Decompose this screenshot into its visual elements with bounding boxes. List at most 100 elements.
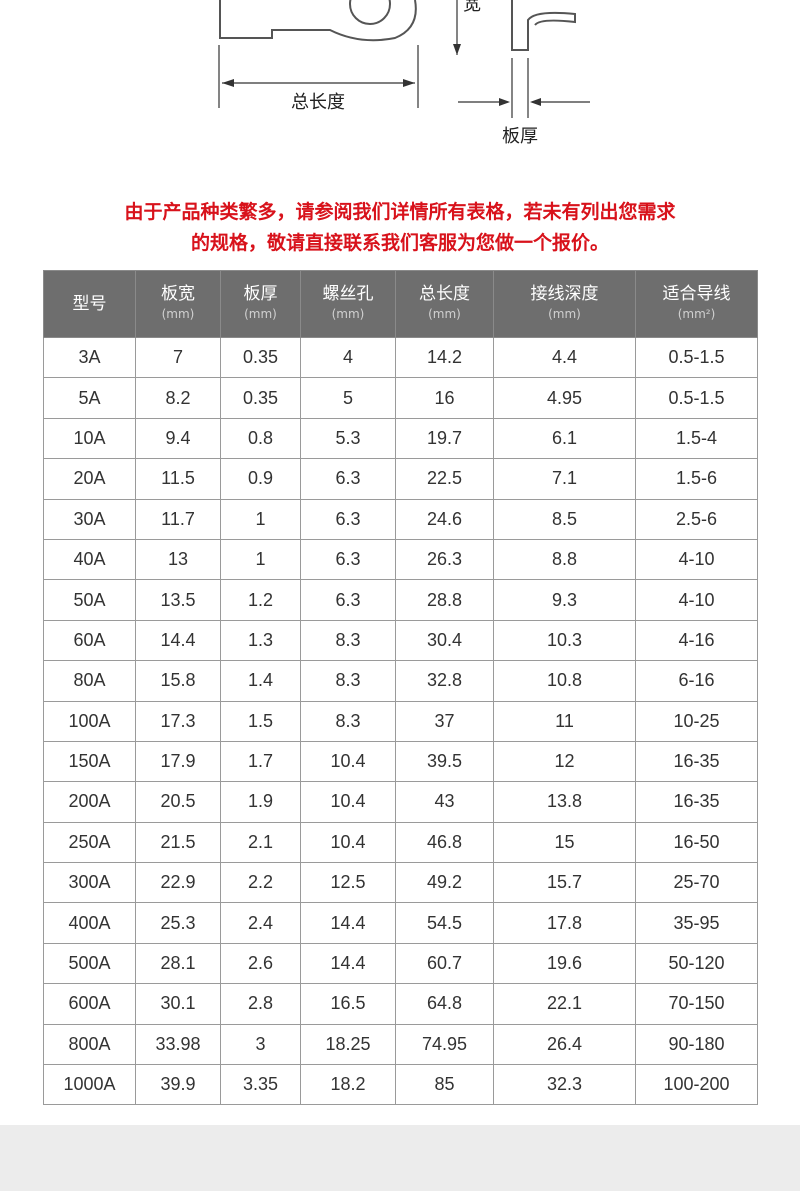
table-cell: 100-200 [635, 1064, 758, 1106]
table-cell: 11.5 [135, 458, 221, 500]
table-cell: 150A [43, 740, 136, 783]
table-cell: 6-16 [635, 660, 758, 702]
table-cell: 10.4 [300, 740, 396, 783]
table-cell: 12.5 [300, 862, 396, 904]
column-name: 螺丝孔 [322, 284, 374, 304]
table-cell: 21.5 [135, 821, 221, 864]
table-cell: 1.5-4 [635, 417, 758, 460]
table-cell: 16-35 [635, 740, 758, 783]
column-unit: (mm) [428, 307, 461, 321]
notice-line: 的规格，敬请直接联系我们客服为您做一个报价。 [190, 232, 609, 254]
table-cell: 8.8 [493, 538, 636, 581]
table-cell: 25.3 [135, 902, 221, 944]
table-cell: 8.2 [135, 377, 221, 419]
table-cell: 4-10 [635, 538, 758, 581]
column-name: 接线深度 [530, 284, 599, 304]
table-row: 200A 20.5 1.9 10.4 43 13.8 16-35 [43, 781, 758, 823]
table-cell: 0.8 [220, 417, 301, 460]
table-cell: 400A [43, 902, 136, 944]
column-name: 适合导线 [662, 284, 731, 304]
table-cell: 2.2 [220, 862, 301, 904]
terminal-diagram: 宽 总长度 板厚 [218, 0, 590, 147]
table-cell: 30.4 [395, 619, 494, 662]
table-cell: 500A [43, 942, 136, 985]
table-cell: 1.5 [220, 700, 301, 742]
dimension-lines [218, 0, 590, 118]
table-cell: 4.4 [493, 336, 636, 379]
table-cell: 64.8 [395, 983, 494, 1025]
table-row: 20A 11.5 0.9 6.3 22.5 7.1 1.5-6 [43, 458, 758, 500]
table-cell: 16 [395, 377, 494, 419]
table-row: 5A 8.2 0.35 5 16 4.95 0.5-1.5 [43, 377, 758, 419]
table-cell: 1 [220, 538, 301, 581]
footer-band [0, 1125, 800, 1191]
table-cell: 600A [43, 983, 136, 1025]
table-cell: 10.4 [300, 781, 396, 823]
table-cell: 50-120 [635, 942, 758, 985]
lug-drawing [219, 0, 576, 51]
table-cell: 22.5 [395, 458, 494, 500]
table-cell: 1.3 [220, 619, 301, 662]
table-cell: 6.3 [300, 498, 396, 540]
column-unit: (mm²) [677, 307, 716, 321]
table-row: 40A 13 1 6.3 26.3 8.8 4-10 [43, 538, 758, 581]
table-cell: 4.95 [493, 377, 636, 419]
table-cell: 8.5 [493, 498, 636, 540]
table-cell: 40A [43, 538, 136, 581]
table-row: 1000A 39.9 3.35 18.2 85 32.3 100-200 [43, 1064, 758, 1106]
table-cell: 2.1 [220, 821, 301, 864]
table-cell: 7.1 [493, 458, 636, 500]
header-row: 型号 板宽 (mm) 板厚 (mm) 螺丝孔 (mm) 总长度 (mm) 接线深度 (mm) 适合导线… [43, 270, 758, 338]
table-cell: 60.7 [395, 942, 494, 985]
table-cell: 43 [395, 781, 494, 823]
table-row: 600A 30.1 2.8 16.5 64.8 22.1 70-150 [43, 983, 758, 1025]
column-header: 板厚 (mm) [220, 270, 301, 338]
table-cell: 6.3 [300, 538, 396, 581]
table-cell: 39.5 [395, 740, 494, 783]
table-cell: 10.4 [300, 821, 396, 864]
table-cell: 60A [43, 619, 136, 662]
table-cell: 70-150 [635, 983, 758, 1025]
table-cell: 26.4 [493, 1023, 636, 1066]
column-header: 螺丝孔 (mm) [300, 270, 396, 338]
table-cell: 19.7 [395, 417, 494, 460]
table-cell: 17.3 [135, 700, 221, 742]
table-row: 50A 13.5 1.2 6.3 28.8 9.3 4-10 [43, 579, 758, 621]
table-cell: 17.9 [135, 740, 221, 783]
table-row: 400A 25.3 2.4 14.4 54.5 17.8 35-95 [43, 902, 758, 944]
column-header: 适合导线 (mm²) [635, 270, 758, 338]
table-row: 30A 11.7 1 6.3 24.6 8.5 2.5-6 [43, 498, 758, 540]
table-cell: 0.5-1.5 [635, 336, 758, 379]
table-cell: 14.2 [395, 336, 494, 379]
table-cell: 18.25 [300, 1023, 396, 1066]
table-cell: 80A [43, 660, 136, 702]
table-row: 3A 7 0.35 4 14.2 4.4 0.5-1.5 [43, 336, 758, 379]
table-row: 10A 9.4 0.8 5.3 19.7 6.1 1.5-4 [43, 417, 758, 460]
table-cell: 5.3 [300, 417, 396, 460]
table-cell: 25-70 [635, 862, 758, 904]
table-cell: 7 [135, 336, 221, 379]
table-cell: 24.6 [395, 498, 494, 540]
length-label: 总长度 [291, 92, 345, 113]
table-cell: 1 [220, 498, 301, 540]
table-cell: 1.4 [220, 660, 301, 702]
table-cell: 10.3 [493, 619, 636, 662]
table-cell: 800A [43, 1023, 136, 1066]
table-cell: 300A [43, 862, 136, 904]
table-cell: 39.9 [135, 1064, 221, 1106]
table-row: 300A 22.9 2.2 12.5 49.2 15.7 25-70 [43, 862, 758, 904]
column-name: 板宽 [161, 284, 195, 304]
table-row: 250A 21.5 2.1 10.4 46.8 15 16-50 [43, 821, 758, 864]
table-cell: 13.8 [493, 781, 636, 823]
table-cell: 90-180 [635, 1023, 758, 1066]
table-cell: 5A [43, 377, 136, 419]
notice-line: 由于产品种类繁多，请参阅我们详情所有表格，若未有列出您需求 [124, 201, 676, 223]
table-cell: 250A [43, 821, 136, 864]
table-cell: 13.5 [135, 579, 221, 621]
width-label: 宽 [463, 0, 481, 15]
table-cell: 28.1 [135, 942, 221, 985]
table-cell: 1.7 [220, 740, 301, 783]
table-cell: 10.8 [493, 660, 636, 702]
table-cell: 6.3 [300, 458, 396, 500]
